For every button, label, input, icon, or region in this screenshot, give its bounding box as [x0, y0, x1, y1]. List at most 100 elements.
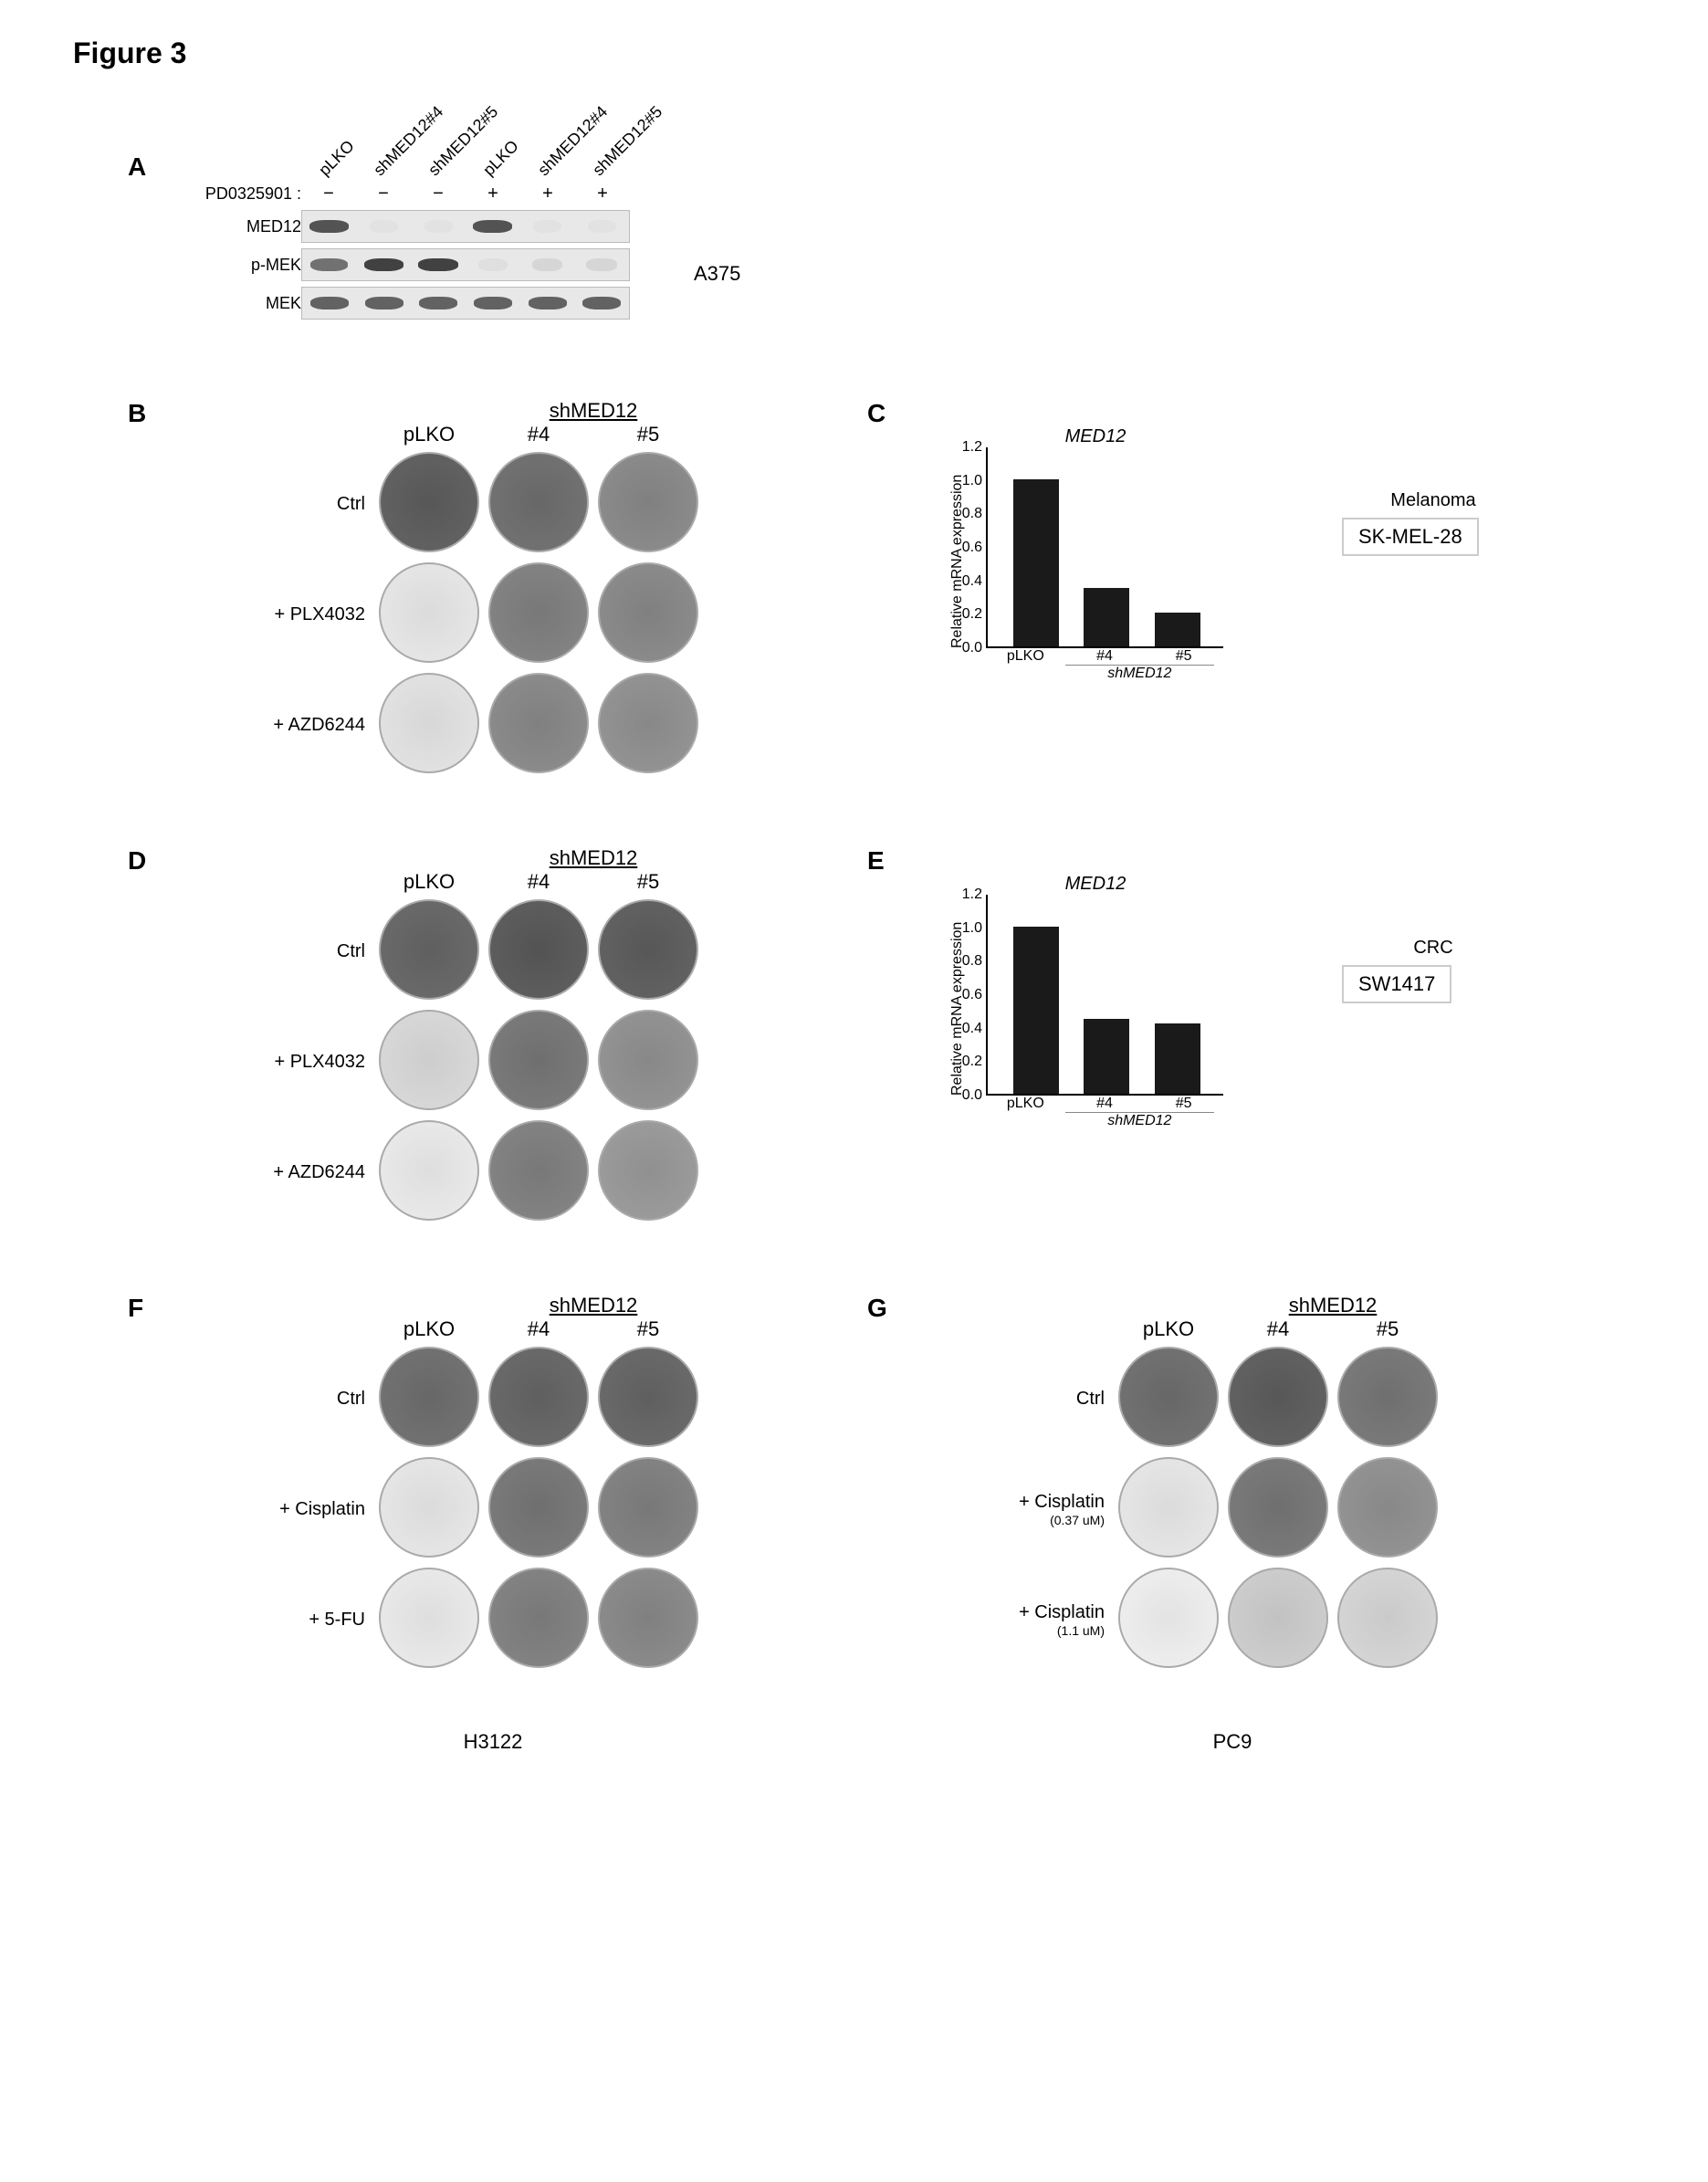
assay-cell [374, 1457, 484, 1562]
colony-well [488, 452, 589, 552]
assay-cell [1223, 1457, 1333, 1562]
blot-band [478, 258, 508, 271]
assay-cell [1333, 1347, 1442, 1452]
panel-a-side-label: A375 [694, 262, 740, 286]
panel-f-bottom: H3122 [374, 1730, 612, 1754]
colony-well [379, 1120, 479, 1221]
assay-cell [593, 899, 703, 1004]
assay-cell [374, 1120, 484, 1225]
blot-band [473, 220, 512, 233]
colony-well [598, 562, 698, 663]
y-tick: 0.2 [962, 1054, 982, 1070]
assay-d: shMED12pLKO#4#5Ctrl+ PLX4032+ AZD6244 [256, 846, 703, 1225]
colony-well [1118, 1568, 1219, 1668]
y-tick: 1.0 [962, 920, 982, 937]
assay-cell [593, 1347, 703, 1452]
colony-well [488, 1568, 589, 1668]
colony-well [379, 562, 479, 663]
figure-grid: A pLKO shMED12#4 shMED12#5 pLKO shMED12#… [73, 98, 1625, 2106]
colony-well [1337, 1568, 1438, 1668]
colony-well [379, 673, 479, 773]
blot-band [474, 297, 512, 309]
colony-well [488, 899, 589, 1000]
blot-band [533, 220, 561, 233]
blot-row: MEK [310, 287, 630, 320]
assay-cell [484, 899, 593, 1004]
colony-well [1118, 1347, 1219, 1447]
colony-well [598, 1457, 698, 1558]
blot-strip [301, 210, 630, 243]
assay-f: shMED12pLKO#4#5Ctrl+ Cisplatin+ 5-FU [256, 1294, 703, 1673]
assay-col-label: pLKO [374, 423, 484, 446]
assay-cell [1223, 1347, 1333, 1452]
x-tick: #4 [1065, 1096, 1145, 1112]
assay-header-group: shMED12pLKO#4#5 [374, 846, 703, 894]
cell-line-c: SK-MEL-28 [1342, 518, 1479, 556]
colony-well [379, 899, 479, 1000]
assay-header-group: shMED12pLKO#4#5 [374, 1294, 703, 1341]
assay-cell [593, 1120, 703, 1225]
x-tick: #5 [1144, 1096, 1223, 1112]
y-tick: 0.4 [962, 573, 982, 590]
x-tick: #4 [1065, 648, 1145, 665]
colony-well [1228, 1457, 1328, 1558]
colony-well [379, 1010, 479, 1110]
blot-band [364, 258, 404, 271]
y-tick: 0.0 [962, 640, 982, 656]
bar-plot-area [986, 895, 1223, 1096]
colony-well [488, 1457, 589, 1558]
panel-letter-f: F [128, 1294, 143, 1323]
y-tick: 0.0 [962, 1087, 982, 1104]
blot-row: p-MEK [310, 248, 630, 281]
assay-cell [374, 1010, 484, 1115]
assay-row: + PLX4032 [256, 562, 703, 667]
figure-title: Figure 3 [73, 37, 1635, 70]
x-tick: #5 [1144, 648, 1223, 665]
assay-cell [593, 1457, 703, 1562]
lane-label: pLKO [479, 137, 522, 180]
bar [1155, 613, 1200, 646]
treatment-values: − − − + + + [301, 184, 630, 205]
colony-well [1228, 1568, 1328, 1668]
assay-cell [484, 673, 593, 778]
assay-cell [374, 673, 484, 778]
blot-band [365, 297, 403, 309]
cell-line-e: SW1417 [1342, 965, 1451, 1003]
blot-band [370, 220, 398, 233]
assay-row-label: + Cisplatin [256, 1499, 374, 1520]
assay-cell [374, 899, 484, 1004]
treatment-label: PD0325901 : [173, 184, 301, 204]
assay-row-label: + PLX4032 [256, 604, 374, 625]
y-ticks: 0.00.20.40.60.81.01.2 [949, 447, 986, 648]
assay-header-group: shMED12pLKO#4#5 [1114, 1294, 1442, 1341]
blot-band [532, 258, 563, 271]
blot-band [419, 297, 457, 309]
assay-row: + Cisplatin(0.37 uM) [995, 1457, 1442, 1562]
colony-well [488, 673, 589, 773]
assay-row-label: + PLX4032 [256, 1052, 374, 1073]
treatment-val: + [520, 184, 575, 205]
assay-cell [484, 1010, 593, 1115]
colony-well [379, 1457, 479, 1558]
y-tick: 0.6 [962, 987, 982, 1003]
x-tick: pLKO [986, 1096, 1065, 1112]
lane-labels: pLKO shMED12#4 shMED12#5 pLKO shMED12#4 … [310, 98, 630, 180]
assay-row-label: + AZD6244 [256, 715, 374, 736]
blot-band [310, 297, 349, 309]
cell-type-e: CRC [1342, 938, 1525, 959]
assay-cell [374, 452, 484, 557]
assay-cell [1114, 1568, 1223, 1673]
assay-cell [484, 452, 593, 557]
treatment-val: + [575, 184, 630, 205]
assay-cell [593, 1010, 703, 1115]
y-ticks: 0.00.20.40.60.81.01.2 [949, 895, 986, 1096]
colony-well [488, 1010, 589, 1110]
panel-letter-b: B [128, 399, 146, 428]
chart-title: MED12 [949, 874, 1242, 895]
assay-cell [593, 1568, 703, 1673]
colony-well [598, 452, 698, 552]
blot-row: MED12 [310, 210, 630, 243]
x-ticks: pLKO#4#5 [986, 1096, 1223, 1112]
assay-col-label: #4 [484, 870, 593, 894]
assay-col-label: #4 [484, 1317, 593, 1341]
